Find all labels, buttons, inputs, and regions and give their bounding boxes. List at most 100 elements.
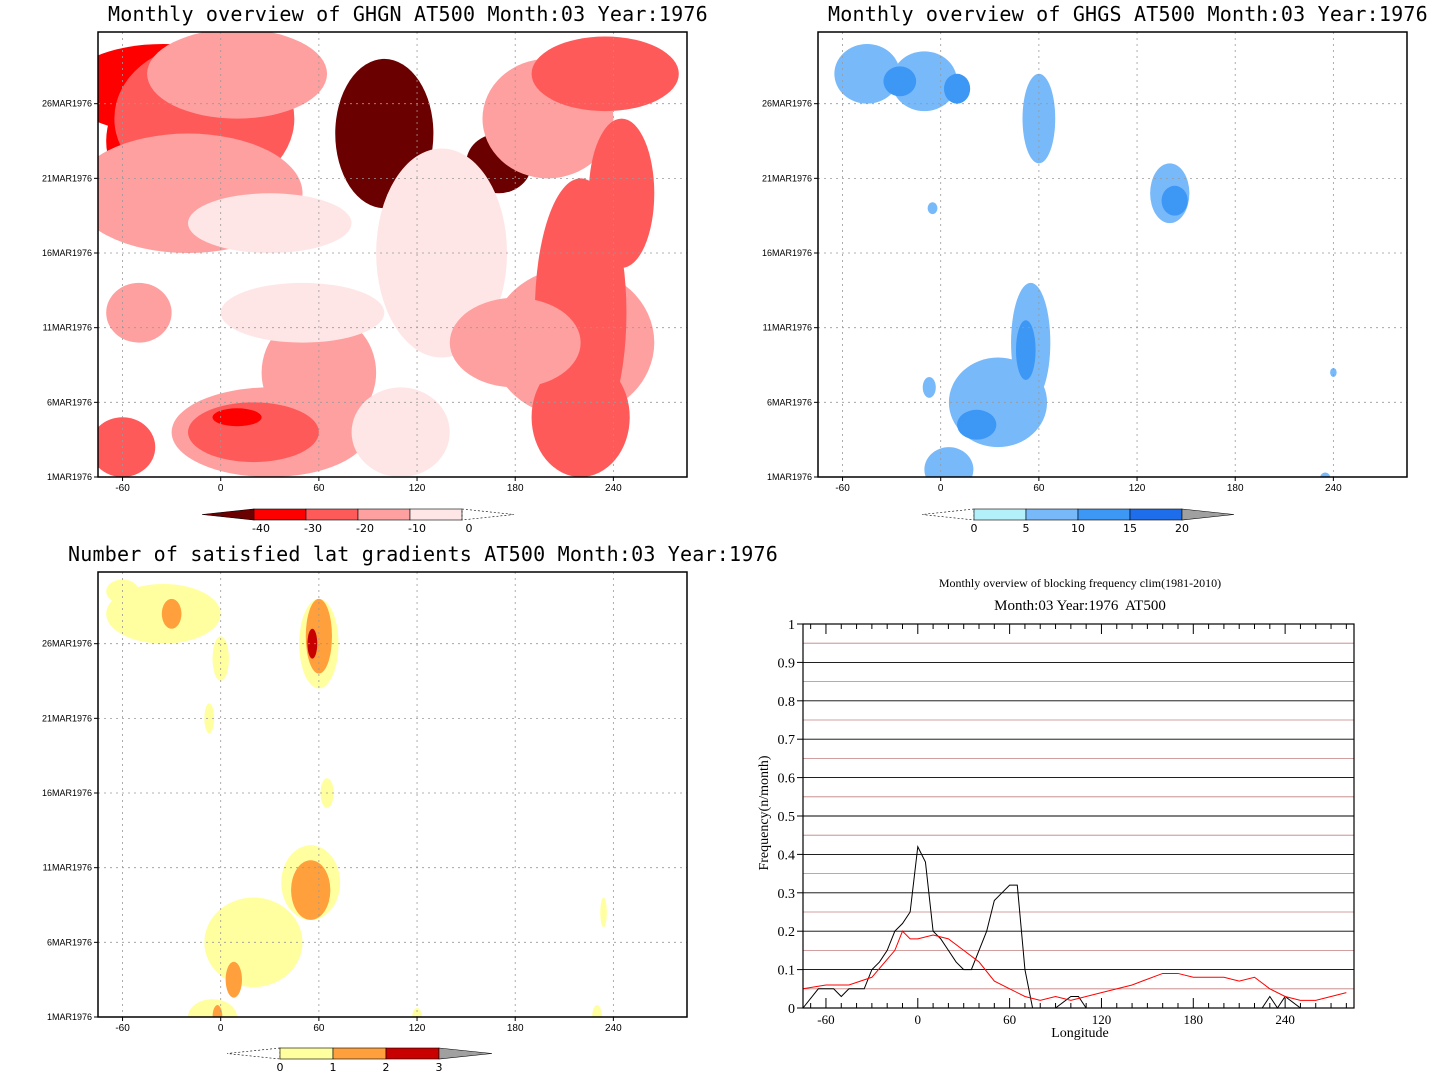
- y-tick-label: 16MAR1976: [42, 248, 92, 258]
- contour-region: [204, 703, 215, 734]
- x-tick-label: 240: [605, 1023, 622, 1034]
- contour-region: [204, 897, 303, 988]
- y-tick-label: 0.6: [778, 772, 796, 787]
- y-tick-label: 0.4: [778, 848, 796, 863]
- contour-region: [531, 36, 679, 112]
- ghgs-panel: Monthly overview of GHGS AT500 Month:03 …: [720, 0, 1440, 545]
- colorbar-swatch: [1025, 508, 1079, 521]
- contour-region: [291, 860, 331, 920]
- contour-region: [592, 1005, 602, 1017]
- contour-region: [1330, 367, 1337, 377]
- contour-region: [212, 1005, 223, 1017]
- colorbar-swatch: [973, 508, 1027, 521]
- y-tick-label: 1MAR1976: [767, 472, 812, 482]
- contour-region: [161, 598, 182, 629]
- x-tick-label: 240: [1325, 483, 1342, 494]
- plot-frame: [97, 31, 688, 478]
- y-tick-label: 16MAR1976: [42, 788, 92, 798]
- colorbar-tick-label: -30: [304, 522, 322, 535]
- colorbar-swatch: [332, 1047, 387, 1060]
- colorbar-arrow-low: [226, 1047, 281, 1060]
- x-tick-label: 0: [218, 483, 224, 494]
- plot-frame: [97, 571, 688, 1018]
- colorbar-tick-label: 2: [383, 1061, 390, 1074]
- contour-region: [957, 409, 997, 440]
- x-tick-label: 60: [1033, 483, 1045, 494]
- contour-region: [106, 282, 172, 343]
- x-tick-label: 0: [915, 1012, 922, 1027]
- contour-region: [588, 118, 655, 268]
- x-tick-label: 60: [313, 1023, 325, 1034]
- contour-region: [225, 961, 242, 998]
- y-tick-label: 0: [788, 1002, 795, 1017]
- colorbar-tick-label: -20: [356, 522, 374, 535]
- colorbar-swatch: [305, 508, 359, 521]
- colorbar-arrow-low: [201, 508, 255, 521]
- contour-region: [1161, 185, 1188, 216]
- x-tick-label: -60: [115, 1023, 130, 1034]
- x-tick-label: 0: [938, 483, 944, 494]
- gradients-heatmap: 1MAR1976 6MAR1976 11MAR1976 16MAR1976 21MAR1…: [42, 571, 688, 1074]
- x-tick-label: 60: [313, 483, 325, 494]
- contour-region: [531, 357, 630, 477]
- x-tick-label: 240: [605, 483, 622, 494]
- colorbar-tick-label: 20: [1175, 522, 1189, 535]
- contour-region: [943, 73, 971, 104]
- contour-region: [1015, 320, 1036, 380]
- x-tick-label: 120: [1092, 1012, 1112, 1027]
- contour-region: [922, 376, 936, 398]
- y-tick-label: 0.5: [778, 810, 796, 825]
- colorbar-swatch: [385, 1047, 440, 1060]
- colorbar-arrow-low: [921, 508, 975, 521]
- contour-region: [307, 628, 318, 659]
- x-tick-label: -60: [817, 1012, 834, 1027]
- y-tick-label: 11MAR1976: [763, 323, 812, 333]
- x-tick-label: 120: [1129, 483, 1146, 494]
- ghgs-title: Monthly overview of GHGS AT500 Month:03 …: [828, 2, 1428, 26]
- colorbar-tick-label: 5: [1023, 522, 1030, 535]
- y-tick-label: 11MAR1976: [43, 863, 92, 873]
- colorbar-swatch: [1077, 508, 1131, 521]
- contour-region: [147, 32, 328, 119]
- y-tick-label: 21MAR1976: [42, 713, 92, 723]
- y-tick-label: 0.7: [778, 733, 796, 748]
- x-tick-label: 120: [409, 483, 426, 494]
- ghgs-heatmap: 1MAR1976 6MAR1976 11MAR1976 16MAR1976 21MAR1…: [762, 31, 1408, 535]
- contour-region: [98, 417, 156, 477]
- y-tick-label: 16MAR1976: [762, 248, 812, 258]
- y-tick-label: 0.9: [778, 656, 796, 671]
- contour-region: [834, 43, 900, 104]
- y-tick-label: 0.3: [778, 887, 796, 902]
- colorbar-swatch: [1129, 508, 1183, 521]
- y-tick-label: 0.8: [778, 695, 796, 710]
- ghgn-panel: Monthly overview of GHGN AT500 Month:03 …: [0, 0, 720, 545]
- y-tick-label: 1MAR1976: [47, 472, 92, 482]
- gradients-panel: Number of satisfied lat gradients AT500 …: [0, 540, 778, 1091]
- contour-region: [351, 387, 450, 477]
- colorbar-tick-label: 3: [436, 1061, 443, 1074]
- x-tick-label: -60: [835, 483, 850, 494]
- x-tick-label: 120: [409, 1023, 426, 1034]
- x-tick-label: 60: [1003, 1012, 1016, 1027]
- x-tick-label: 180: [507, 1023, 524, 1034]
- y-tick-label: 6MAR1976: [47, 397, 92, 407]
- y-tick-label: 11MAR1976: [43, 323, 92, 333]
- contour-region: [212, 636, 229, 682]
- y-tick-label: 1MAR1976: [47, 1012, 92, 1022]
- colorbar-tick-label: 0: [466, 522, 473, 535]
- y-tick-label: 26MAR1976: [42, 639, 92, 649]
- colorbar-swatch: [279, 1047, 334, 1060]
- series-line-black: [802, 844, 1347, 1009]
- contour-region: [1320, 472, 1331, 477]
- y-tick-label: 26MAR1976: [42, 99, 92, 109]
- plot-frame: [817, 31, 1408, 478]
- contour-region: [412, 1008, 422, 1017]
- colorbar-arrow-high: [1181, 508, 1235, 521]
- y-tick-label: 0.2: [778, 925, 796, 940]
- contour-region: [600, 897, 607, 928]
- contour-region: [212, 408, 262, 427]
- ghgn-heatmap: 1MAR1976 6MAR1976 11MAR1976 16MAR1976 21MAR1…: [42, 31, 688, 535]
- colorbar-swatch: [253, 508, 307, 521]
- contour-region: [449, 297, 581, 388]
- colorbar-tick-label: 15: [1123, 522, 1137, 535]
